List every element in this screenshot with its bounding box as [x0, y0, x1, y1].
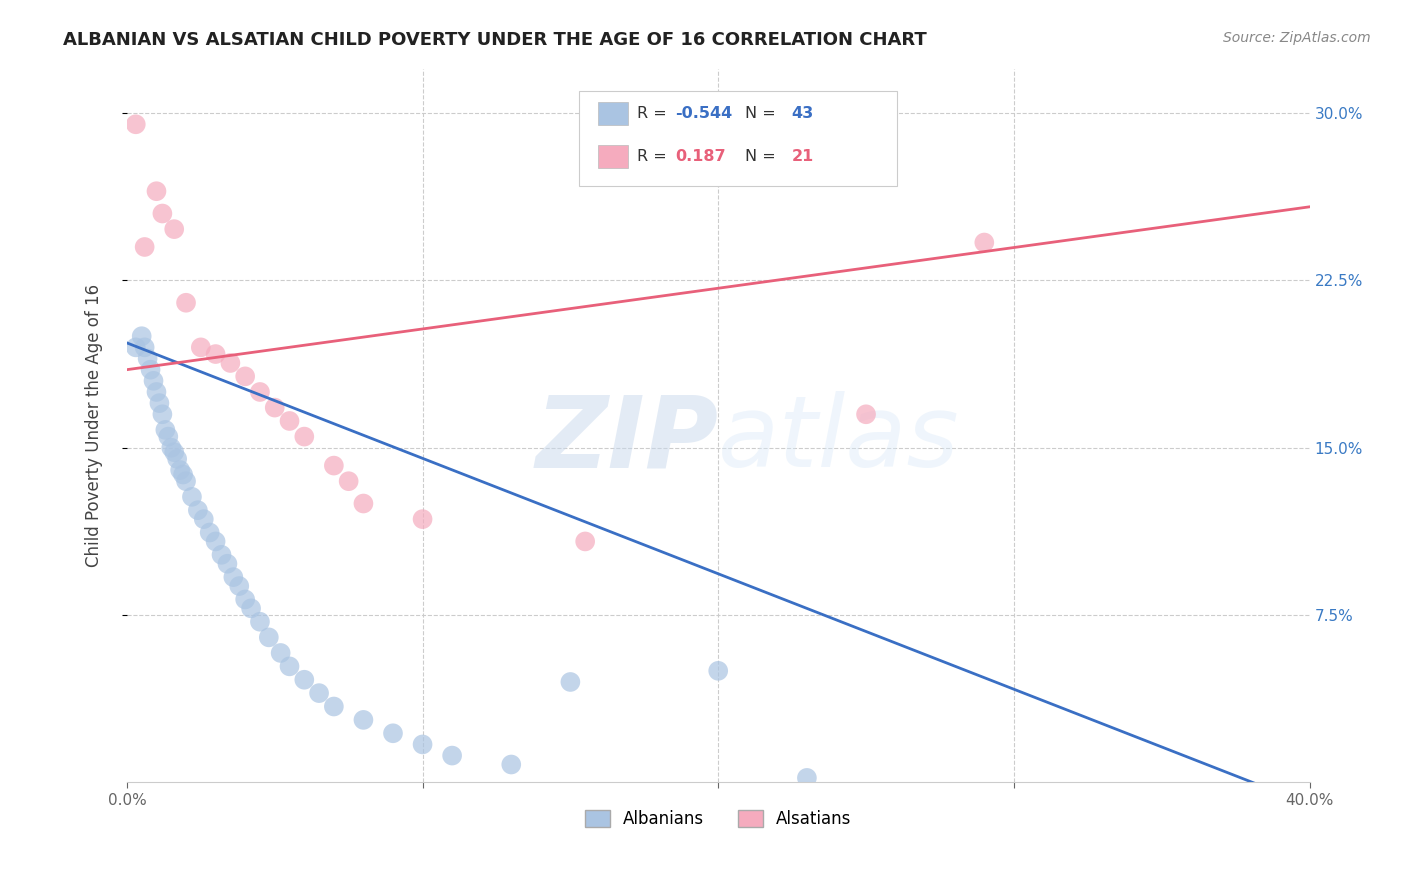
Point — [228, 579, 250, 593]
Point — [136, 351, 159, 366]
Point — [233, 369, 256, 384]
Point — [240, 601, 263, 615]
Point — [150, 407, 173, 421]
Point — [187, 503, 209, 517]
Point — [249, 384, 271, 399]
Point — [501, 757, 523, 772]
Text: 21: 21 — [792, 149, 814, 163]
Point — [222, 570, 245, 584]
Text: R =: R = — [637, 106, 672, 120]
Point — [125, 117, 148, 131]
Point — [211, 548, 233, 562]
Point — [157, 429, 180, 443]
Point — [198, 525, 221, 540]
Point — [278, 414, 301, 428]
Point — [174, 295, 197, 310]
Text: Source: ZipAtlas.com: Source: ZipAtlas.com — [1223, 31, 1371, 45]
Point — [292, 429, 315, 443]
Point — [270, 646, 292, 660]
Point — [278, 659, 301, 673]
Point — [145, 384, 167, 399]
Point — [217, 557, 239, 571]
Y-axis label: Child Poverty Under the Age of 16: Child Poverty Under the Age of 16 — [86, 284, 103, 567]
Point — [204, 347, 226, 361]
Point — [204, 534, 226, 549]
Point — [145, 184, 167, 198]
Point — [233, 592, 256, 607]
Point — [322, 458, 344, 473]
Point — [412, 512, 434, 526]
Point — [190, 340, 212, 354]
Point — [292, 673, 315, 687]
Point — [134, 240, 156, 254]
Point — [166, 451, 188, 466]
Text: ALBANIAN VS ALSATIAN CHILD POVERTY UNDER THE AGE OF 16 CORRELATION CHART: ALBANIAN VS ALSATIAN CHILD POVERTY UNDER… — [63, 31, 927, 49]
Point — [441, 748, 464, 763]
Point — [322, 699, 344, 714]
Point — [160, 441, 183, 455]
Point — [142, 374, 165, 388]
Point — [150, 206, 173, 220]
Point — [352, 496, 374, 510]
Point — [148, 396, 170, 410]
Text: R =: R = — [637, 149, 672, 163]
Point — [308, 686, 330, 700]
Text: atlas: atlas — [718, 392, 960, 488]
Text: N =: N = — [745, 149, 782, 163]
Point — [155, 423, 177, 437]
Point — [352, 713, 374, 727]
Point — [382, 726, 405, 740]
Point — [163, 222, 186, 236]
Text: 0.187: 0.187 — [675, 149, 725, 163]
Point — [125, 340, 148, 354]
Point — [796, 771, 818, 785]
Point — [169, 463, 191, 477]
Point — [139, 362, 162, 376]
Point — [574, 534, 596, 549]
Text: N =: N = — [745, 106, 782, 120]
Point — [163, 445, 186, 459]
Text: 43: 43 — [792, 106, 814, 120]
Point — [973, 235, 995, 250]
Point — [707, 664, 730, 678]
Text: ZIP: ZIP — [536, 392, 718, 488]
Point — [181, 490, 204, 504]
Point — [172, 467, 194, 482]
Point — [193, 512, 215, 526]
Point — [257, 631, 280, 645]
Point — [249, 615, 271, 629]
Point — [412, 738, 434, 752]
Text: -0.544: -0.544 — [675, 106, 733, 120]
Legend: Albanians, Alsatians: Albanians, Alsatians — [578, 803, 858, 835]
Point — [174, 474, 197, 488]
Point — [219, 356, 242, 370]
Point — [134, 340, 156, 354]
Point — [337, 474, 360, 488]
Point — [131, 329, 153, 343]
Point — [263, 401, 285, 415]
Point — [560, 675, 582, 690]
Point — [855, 407, 877, 421]
